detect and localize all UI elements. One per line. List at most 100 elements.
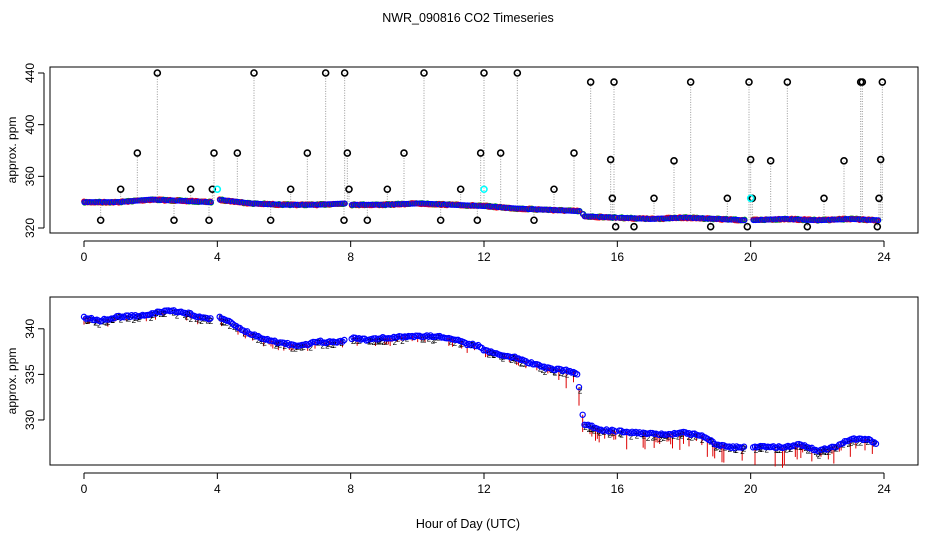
spike-point — [706, 222, 715, 231]
marker-2: 2 — [658, 435, 663, 444]
spike-point — [96, 216, 105, 225]
marker-2: 2 — [778, 446, 783, 455]
co2-point — [341, 336, 348, 344]
x-axis-label: Hour of Day (UTC) — [416, 517, 520, 531]
spike-point — [286, 185, 295, 194]
marker-2: 2 — [309, 343, 314, 352]
y-tick-label: 400 — [23, 114, 37, 134]
spike-point — [876, 155, 885, 164]
x-tick-label: 12 — [477, 250, 491, 264]
co2-point — [207, 315, 214, 322]
marker-2: 2 — [321, 341, 326, 350]
spike-point — [513, 69, 522, 77]
spike-point — [803, 222, 812, 231]
baseline-point — [207, 199, 214, 206]
spike-point — [186, 185, 195, 194]
marker-2: 2 — [602, 428, 607, 437]
co2-point — [80, 313, 88, 321]
data-marks — [81, 69, 887, 231]
co2-point — [579, 411, 586, 418]
marker-2: 2 — [501, 355, 506, 364]
marker-2: 2 — [578, 386, 583, 395]
y-axis-label: approx. ppm — [5, 348, 19, 415]
marker-2: 2 — [676, 432, 681, 441]
spike-point — [383, 185, 392, 194]
spike-point — [586, 78, 595, 86]
flagged-point — [480, 185, 488, 194]
marker-2: 2 — [824, 448, 829, 457]
marker-2: 2 — [149, 314, 154, 323]
marker-2: 2 — [104, 318, 109, 327]
x-tick-label: 16 — [611, 250, 625, 264]
marker-2: 2 — [453, 339, 458, 348]
marker-2: 2 — [189, 315, 194, 324]
y-tick-label: 360 — [23, 166, 37, 186]
marker-2: 2 — [829, 446, 834, 455]
spike-point — [783, 78, 792, 86]
marker-2: 2 — [162, 310, 167, 319]
x-tick-label: 12 — [477, 482, 491, 496]
chart-title: NWR_090816 CO2 Timeseries — [382, 11, 554, 25]
marker-2: 2 — [384, 338, 389, 347]
spike-point — [321, 69, 330, 77]
marker-2: 2 — [175, 312, 180, 321]
spike-point — [745, 78, 753, 86]
x-tick-label: 0 — [81, 250, 88, 264]
marker-2: 2 — [714, 444, 719, 453]
marker-2: 2 — [199, 317, 204, 326]
marker-2: 2 — [420, 336, 425, 345]
flagged-point — [746, 194, 755, 203]
marker-2: 2 — [806, 446, 811, 455]
marker-2: 2 — [262, 338, 267, 347]
spike-point — [208, 185, 217, 194]
marker-2: 2 — [841, 441, 846, 450]
spike-point — [233, 149, 242, 157]
marker-2: 2 — [325, 341, 330, 350]
marker-2: 2 — [718, 445, 723, 454]
marker-2: 2 — [489, 349, 494, 358]
y-tick-label: 340 — [23, 318, 37, 338]
spike-point — [611, 222, 620, 231]
baseline-point — [741, 217, 748, 224]
marker-2: 2 — [93, 318, 98, 327]
marker-2: 2 — [817, 451, 822, 460]
marker-2: 2 — [856, 438, 861, 447]
marker-2: 2 — [519, 359, 524, 368]
marker-2: 2 — [758, 445, 763, 454]
spike-point — [686, 78, 695, 86]
marker-2: 2 — [661, 434, 666, 443]
spike-point — [610, 78, 618, 86]
spike-point — [420, 69, 428, 77]
marker-2: 2 — [765, 446, 770, 455]
baseline-point — [341, 200, 348, 207]
flagged-point — [213, 185, 222, 194]
marker-2: 2 — [339, 339, 344, 348]
marker-2: 2 — [700, 436, 705, 445]
baseline-point — [875, 217, 882, 224]
marker-2: 2 — [587, 425, 592, 434]
marker-2: 2 — [228, 322, 233, 331]
marker-2: 2 — [519, 359, 524, 368]
co2-point — [740, 443, 748, 450]
x-tick-label: 4 — [214, 482, 221, 496]
co2-point — [573, 371, 581, 378]
marker-2: 2 — [733, 446, 738, 455]
marker-2: 2 — [653, 432, 658, 441]
spike-point — [205, 216, 213, 225]
y-axis-label: approx. ppm — [5, 117, 19, 184]
marker-2: 2 — [859, 439, 864, 448]
spike-point — [630, 222, 638, 231]
spike-point — [345, 185, 353, 194]
marker-2: 2 — [330, 341, 335, 350]
spike-point — [496, 149, 505, 157]
co2-point — [251, 331, 258, 338]
x-tick-label: 24 — [877, 250, 891, 264]
marker-2: 2 — [651, 433, 656, 442]
spike-point — [875, 194, 883, 203]
marker-2: 2 — [163, 310, 168, 319]
x-tick-label: 20 — [744, 250, 758, 264]
x-tick-label: 4 — [214, 250, 221, 264]
x-tick-label: 8 — [347, 250, 354, 264]
spike-point — [343, 149, 352, 157]
